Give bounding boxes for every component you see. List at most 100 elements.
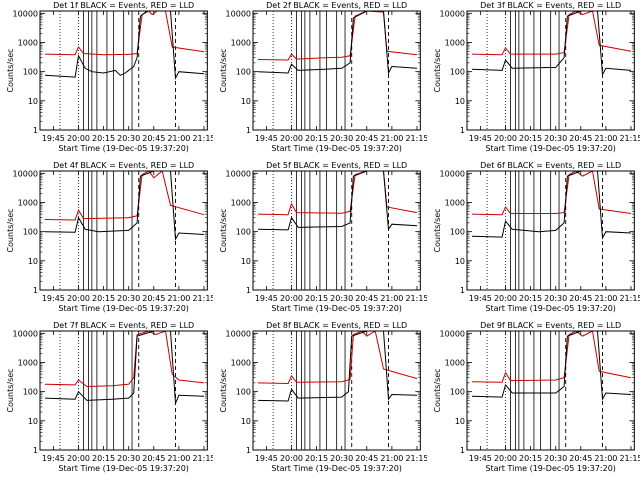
panel-det-5: Det 5f BLACK = Events, RED = LLD 1 10 100 10… xyxy=(219,161,427,313)
x-tick-label: 20:15 xyxy=(92,294,115,303)
panel-title: Det 3f BLACK = Events, RED = LLD xyxy=(480,1,621,10)
y-tick-label: 10 xyxy=(28,97,38,106)
y-tick-label: 100 xyxy=(23,68,38,77)
x-tick-label: 20:00 xyxy=(67,134,90,143)
x-tick-label: 20:15 xyxy=(519,294,542,303)
x-tick-label: 20:30 xyxy=(117,134,140,143)
x-tick-label: 20:15 xyxy=(519,454,542,463)
x-tick-label: 20:15 xyxy=(519,134,542,143)
y-tick-label: 1 xyxy=(460,126,465,135)
plot-frame xyxy=(252,330,422,451)
x-tick-label: 20:00 xyxy=(280,134,303,143)
y-tick-label: 100 xyxy=(236,228,251,237)
x-tick-label: 20:00 xyxy=(67,454,90,463)
x-tick-label: 20:00 xyxy=(280,454,303,463)
series-lld-line xyxy=(258,171,418,216)
plot-frame xyxy=(466,330,635,451)
x-tick-label: 20:30 xyxy=(330,294,353,303)
x-tick-label: 20:00 xyxy=(494,134,517,143)
x-tick-label: 19:45 xyxy=(255,294,278,303)
y-tick-label: 100 xyxy=(449,388,464,397)
y-tick-label: 1 xyxy=(246,286,251,295)
x-tick-label: 21:00 xyxy=(381,454,404,463)
y-tick-label: 10000 xyxy=(226,9,251,18)
x-tick-label: 20:00 xyxy=(494,454,517,463)
x-tick-label: 21:00 xyxy=(594,294,617,303)
x-tick-label: 20:15 xyxy=(305,454,328,463)
x-tick-label: 20:45 xyxy=(142,134,165,143)
y-tick-label: 1000 xyxy=(18,358,38,367)
x-tick-label: 21:00 xyxy=(167,134,190,143)
y-axis-label: Counts/sec xyxy=(433,368,442,412)
x-axis-label: Start Time (19-Dec-05 19:37:20) xyxy=(58,464,189,473)
series-lld-line xyxy=(471,171,631,216)
x-tick-label: 20:15 xyxy=(305,294,328,303)
x-tick-label: 20:30 xyxy=(330,134,353,143)
plot-frame xyxy=(39,330,208,451)
y-tick-label: 100 xyxy=(449,228,464,237)
y-tick-label: 10 xyxy=(241,97,251,106)
plot-frame xyxy=(252,10,422,131)
x-tick-label: 19:45 xyxy=(255,454,278,463)
x-tick-label: 20:15 xyxy=(92,454,115,463)
panel-det-3: Det 3f BLACK = Events, RED = LLD 1 10 100 10… xyxy=(433,1,640,153)
y-tick-label: 1000 xyxy=(444,358,464,367)
y-axis-label: Counts/sec xyxy=(433,48,442,92)
y-tick-label: 10000 xyxy=(226,329,251,338)
x-tick-label: 20:30 xyxy=(330,454,353,463)
series-events-line xyxy=(258,171,418,231)
y-tick-label: 10000 xyxy=(13,329,38,338)
series-events-line xyxy=(258,331,418,402)
series-lld-line xyxy=(471,331,631,383)
x-tick-label: 21:00 xyxy=(167,294,190,303)
plot-frame xyxy=(466,170,635,291)
x-axis-label: Start Time (19-Dec-05 19:37:20) xyxy=(485,464,616,473)
panel-det-7: Det 7f BLACK = Events, RED = LLD 1 10 100 10… xyxy=(6,321,213,473)
x-tick-label: 21:15 xyxy=(619,294,640,303)
series-lld-line xyxy=(258,11,418,61)
series-lld-line xyxy=(44,171,205,221)
x-tick-label: 20:00 xyxy=(67,294,90,303)
x-axis-label: Start Time (19-Dec-05 19:37:20) xyxy=(272,144,403,153)
y-axis-label: Counts/sec xyxy=(219,368,228,412)
y-tick-label: 1000 xyxy=(231,198,251,207)
plot-frame xyxy=(39,10,208,131)
x-axis-label: Start Time (19-Dec-05 19:37:20) xyxy=(272,304,403,313)
panel-title: Det 2f BLACK = Events, RED = LLD xyxy=(266,1,407,10)
x-tick-label: 20:45 xyxy=(142,454,165,463)
y-tick-label: 10000 xyxy=(439,9,464,18)
panel-title: Det 7f BLACK = Events, RED = LLD xyxy=(53,321,194,330)
x-tick-label: 21:15 xyxy=(406,294,427,303)
y-tick-label: 1000 xyxy=(444,38,464,47)
x-axis-label: Start Time (19-Dec-05 19:37:20) xyxy=(485,144,616,153)
panel-title: Det 5f BLACK = Events, RED = LLD xyxy=(266,161,407,170)
x-tick-label: 20:45 xyxy=(356,454,379,463)
series-events-line xyxy=(258,11,418,75)
y-tick-label: 10 xyxy=(454,417,464,426)
y-tick-label: 100 xyxy=(23,388,38,397)
y-tick-label: 10 xyxy=(28,417,38,426)
x-tick-label: 21:15 xyxy=(619,134,640,143)
plot-frame xyxy=(466,10,635,131)
x-tick-label: 21:15 xyxy=(406,454,427,463)
y-tick-label: 1000 xyxy=(231,38,251,47)
x-axis-label: Start Time (19-Dec-05 19:37:20) xyxy=(58,144,189,153)
series-events-line xyxy=(471,171,631,240)
x-axis-label: Start Time (19-Dec-05 19:37:20) xyxy=(58,304,189,313)
y-tick-label: 10 xyxy=(28,257,38,266)
panel-det-4: Det 4f BLACK = Events, RED = LLD 1 10 100 10… xyxy=(6,161,213,313)
y-tick-label: 10 xyxy=(241,257,251,266)
series-lld-line xyxy=(258,331,418,385)
x-tick-label: 20:45 xyxy=(142,294,165,303)
plot-frame xyxy=(39,170,208,291)
x-tick-label: 21:15 xyxy=(406,134,427,143)
series-events-line xyxy=(44,11,205,80)
x-tick-label: 19:45 xyxy=(42,294,65,303)
x-tick-label: 20:15 xyxy=(305,134,328,143)
x-tick-label: 19:45 xyxy=(255,134,278,143)
y-tick-label: 1000 xyxy=(18,38,38,47)
x-tick-label: 21:15 xyxy=(192,294,213,303)
y-tick-label: 100 xyxy=(449,68,464,77)
y-tick-label: 100 xyxy=(23,228,38,237)
